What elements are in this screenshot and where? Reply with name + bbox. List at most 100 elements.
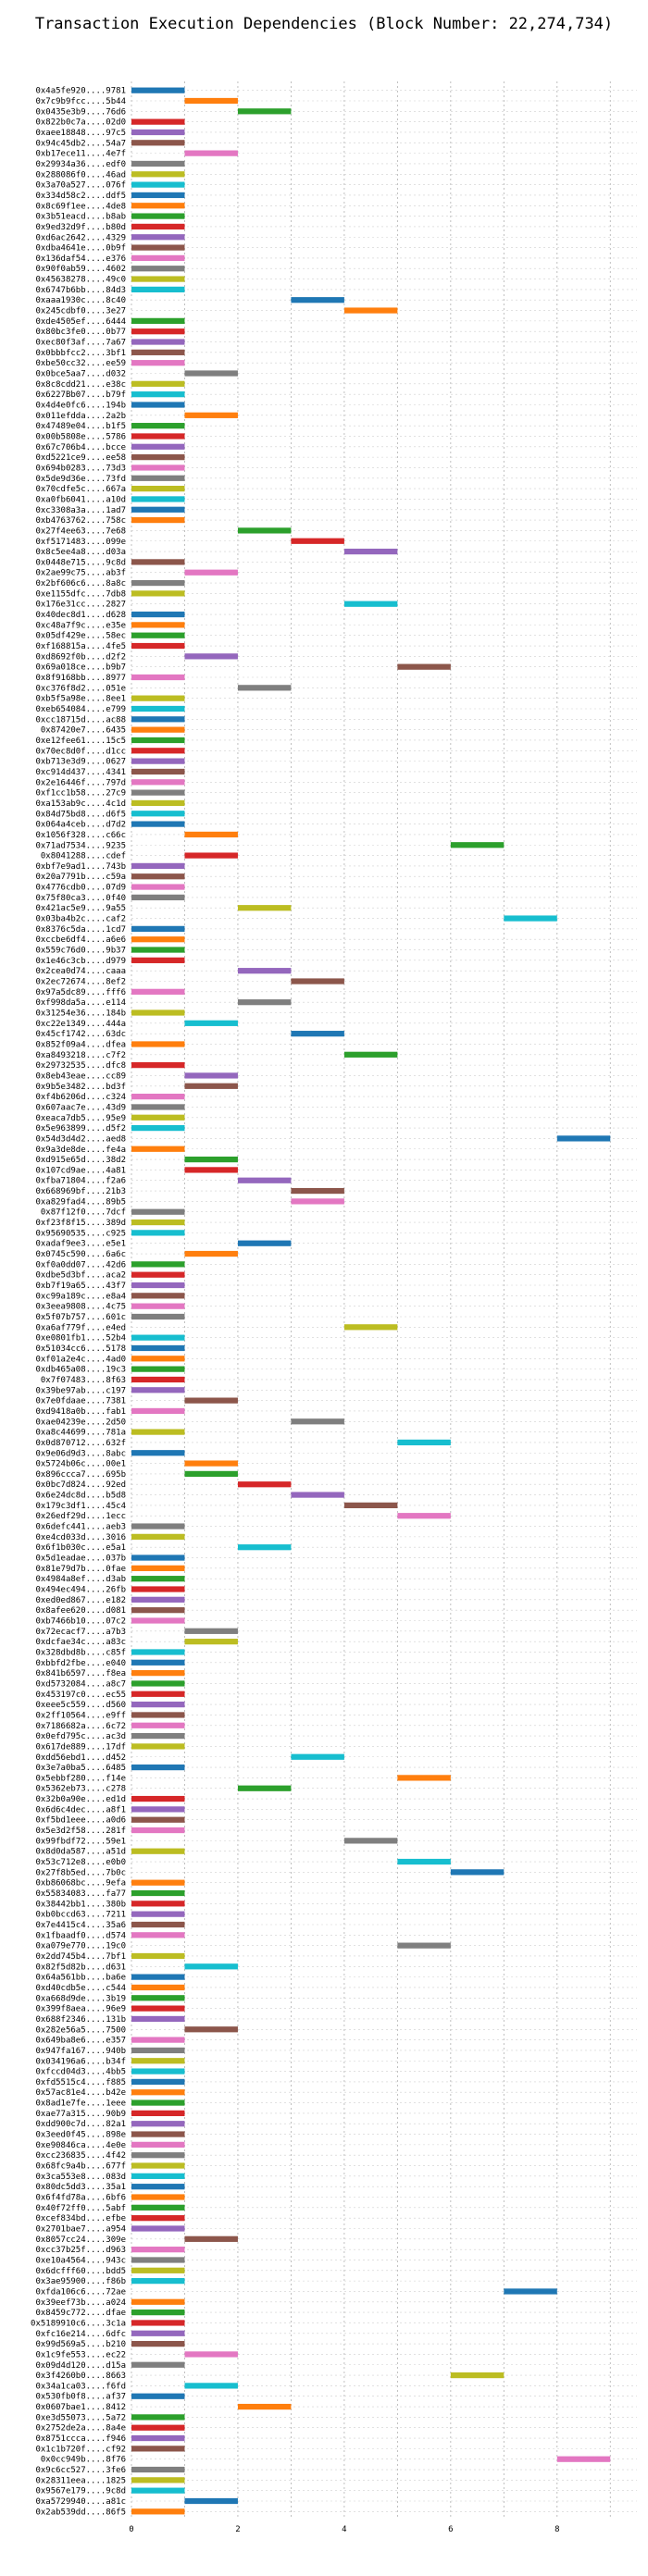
tx-label: 0x75f80ca3....0f40 bbox=[35, 894, 126, 903]
dependency-bar bbox=[343, 601, 398, 607]
dependency-bar bbox=[237, 1240, 292, 1246]
dependency-bar bbox=[343, 1324, 398, 1331]
dependency-bar bbox=[184, 653, 238, 660]
tx-label: 0xec80f3af....7a67 bbox=[35, 339, 126, 348]
dependency-bar bbox=[131, 349, 185, 355]
dependency-bar bbox=[131, 140, 185, 146]
dependency-bar bbox=[131, 1041, 185, 1047]
tx-label: 0xa6af779f....e4ed bbox=[35, 1323, 126, 1332]
dependency-bar bbox=[131, 1344, 185, 1352]
tx-label: 0x80dc5dd3....35a1 bbox=[35, 2183, 126, 2192]
tx-label: 0xfc16e214....6dfc bbox=[35, 2330, 126, 2339]
tx-label: 0xdb465a08....19c3 bbox=[35, 1366, 126, 1375]
tx-label: 0xdbe5d3bf....aca2 bbox=[35, 1271, 126, 1281]
dependency-bar bbox=[131, 873, 185, 880]
dependency-bar bbox=[131, 2078, 185, 2086]
dependency-bar bbox=[131, 433, 185, 440]
tx-label: 0x9ed32d9f....b80d bbox=[35, 223, 126, 232]
dependency-bar bbox=[131, 2099, 185, 2106]
tx-label: 0x6defc441....aeb3 bbox=[35, 1523, 126, 1532]
dependency-bar bbox=[131, 360, 185, 366]
tx-label: 0x68fc9a4b....677f bbox=[35, 2162, 126, 2172]
tx-label: 0x7c9b9fcc....5b44 bbox=[35, 97, 126, 106]
dependency-bar bbox=[131, 1984, 185, 1991]
dependency-bar bbox=[131, 1670, 185, 1677]
dependency-bar bbox=[131, 716, 185, 723]
tx-label: 0xb17ece11....4e7f bbox=[35, 150, 126, 159]
dependency-bar bbox=[131, 579, 185, 587]
tx-label: 0x40dec8d1....d628 bbox=[35, 611, 126, 620]
dependency-bar bbox=[184, 1963, 238, 1970]
tx-label: 0x0745c590....6a6c bbox=[35, 1250, 126, 1259]
tx-label: 0x617de889....17df bbox=[35, 1742, 126, 1752]
dependency-bar bbox=[184, 852, 238, 859]
tx-label: 0xe3d55073....5a72 bbox=[35, 2413, 126, 2422]
dependency-bar bbox=[131, 516, 185, 524]
dependency-bar bbox=[291, 297, 344, 303]
tx-label: 0x5d1eadae....037b bbox=[35, 1554, 126, 1564]
tx-label: 0x20a7791b....c59a bbox=[35, 873, 126, 882]
tx-label: 0x2752de2a....8a4e bbox=[35, 2424, 126, 2434]
dependency-bar bbox=[184, 1250, 238, 1257]
tx-label: 0x3a70a527....076f bbox=[35, 181, 126, 191]
dependency-bar bbox=[131, 2508, 185, 2515]
dependency-bar bbox=[291, 1753, 344, 1760]
dependency-bar bbox=[131, 884, 185, 890]
dependency-bar bbox=[131, 2184, 185, 2190]
dependency-bar bbox=[131, 2446, 185, 2452]
tx-label: 0x034196a6....b34f bbox=[35, 2057, 126, 2066]
dependency-bar bbox=[131, 2424, 185, 2431]
tx-label: 0x0bce5aa7....d032 bbox=[35, 370, 126, 379]
dependency-bar bbox=[131, 1523, 185, 1530]
tx-label: 0x0cc949b....8f76 bbox=[41, 2456, 126, 2465]
tx-label: 0xed0ed867....e182 bbox=[35, 1596, 126, 1605]
dependency-bar bbox=[131, 1429, 185, 1435]
dependency-bar bbox=[237, 685, 292, 691]
tx-label: 0x70ec8d0f....d1cc bbox=[35, 747, 126, 756]
dependency-bar bbox=[131, 213, 185, 219]
dependency-bar bbox=[131, 988, 185, 995]
dependency-bar bbox=[131, 726, 185, 733]
tx-label: 0x288086f0....46ad bbox=[35, 170, 126, 180]
dependency-bar bbox=[184, 1639, 238, 1645]
dependency-bar bbox=[131, 1921, 185, 1928]
dependency-bar bbox=[131, 2247, 185, 2253]
dependency-bar bbox=[131, 1596, 185, 1603]
tx-label: 0x8c8cdd21....e38c bbox=[35, 380, 126, 390]
tx-label: 0x90f0ab59....4602 bbox=[35, 265, 126, 274]
tx-label: 0x011efdda....2a2b bbox=[35, 412, 126, 421]
tx-label: 0x5189910c6....3c1a bbox=[31, 2319, 126, 2328]
dependency-bar bbox=[131, 2015, 185, 2023]
tx-label: 0x05df429e....58ec bbox=[35, 632, 126, 641]
tx-label: 0xf4b6206d....c324 bbox=[35, 1093, 126, 1102]
tx-label: 0x9e06d9d3....8abc bbox=[35, 1449, 126, 1458]
dependency-bar bbox=[131, 2162, 185, 2169]
tx-label: 0x3ae95900....f86b bbox=[35, 2277, 126, 2286]
tx-label: 0x1c1b720f....cf92 bbox=[35, 2445, 126, 2454]
tx-label: 0xfda106c6....72ae bbox=[35, 2287, 126, 2297]
dependency-bar bbox=[131, 1879, 185, 1886]
tx-label: 0xcc18715d....ac88 bbox=[35, 715, 126, 724]
dependency-bar bbox=[291, 1492, 344, 1498]
tx-label: 0x0d870712....632f bbox=[35, 1439, 126, 1448]
dependency-bar bbox=[131, 1009, 185, 1016]
dependency-bar bbox=[131, 328, 185, 335]
tx-label: 0x8d0da587....a51d bbox=[35, 1848, 126, 1857]
dependency-bar bbox=[131, 1554, 185, 1561]
dependency-bar bbox=[397, 1858, 451, 1865]
dependency-bar bbox=[131, 234, 185, 241]
tx-label: 0x09d4d120....d15a bbox=[35, 2361, 126, 2371]
dependency-bar bbox=[131, 1848, 185, 1854]
tx-label: 0xf0a0dd07....42d6 bbox=[35, 1260, 126, 1269]
dependency-bar bbox=[237, 1544, 292, 1551]
dependency-bar bbox=[131, 632, 185, 638]
tx-label: 0xa8493218....c7f2 bbox=[35, 1051, 126, 1060]
dependency-bar bbox=[131, 1146, 185, 1152]
tx-label: 0x559c76d0....9b37 bbox=[35, 947, 126, 956]
dependency-bar bbox=[131, 2477, 185, 2483]
dependency-bar bbox=[184, 150, 238, 156]
tx-label: 0x70cdfe5c....667a bbox=[35, 485, 126, 494]
tx-label: 0x896ccca7....695b bbox=[35, 1470, 126, 1480]
dependency-bar bbox=[184, 1460, 238, 1467]
dependency-bar bbox=[237, 1785, 292, 1791]
